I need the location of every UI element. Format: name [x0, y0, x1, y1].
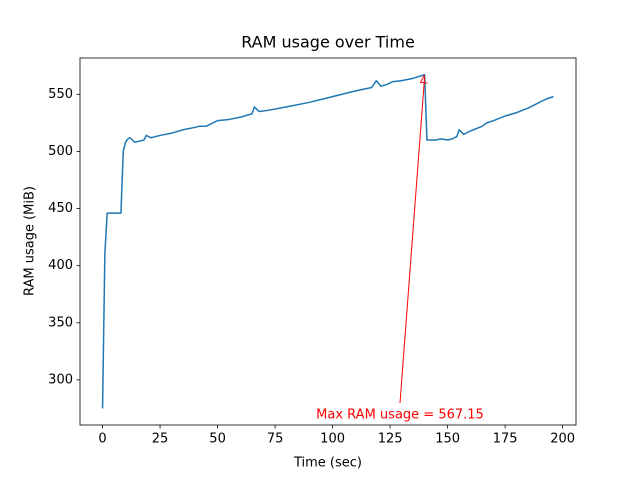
x-tick-label: 150 [435, 432, 460, 447]
y-tick-label: 400 [48, 258, 73, 273]
annotation-arrow [399, 76, 426, 404]
x-tick-label: 50 [209, 432, 226, 447]
data-line [101, 73, 554, 409]
x-tick-label: 25 [152, 432, 169, 447]
y-tick-label: 500 [48, 144, 73, 159]
chart-title: RAM usage over Time [241, 33, 415, 52]
x-axis-label: Time (sec) [293, 456, 362, 471]
x-tick-label: 100 [320, 432, 345, 447]
x-tick-label: 0 [98, 432, 106, 447]
annotation-text: Max RAM usage = 567.15 [316, 408, 484, 423]
y-tick-label: 550 [48, 87, 73, 102]
x-tick-label: 175 [493, 432, 518, 447]
x-tick-label: 200 [550, 432, 575, 447]
annotation-arrowhead [419, 74, 428, 84]
x-tick-label: 75 [267, 432, 284, 447]
x-tick-label: 125 [378, 432, 403, 447]
y-axis-label: RAM usage (MiB) [23, 186, 38, 296]
y-tick-label: 350 [48, 315, 73, 330]
plot-frame [79, 57, 577, 426]
y-tick-label: 450 [48, 201, 73, 216]
y-tick-label: 300 [48, 372, 73, 387]
